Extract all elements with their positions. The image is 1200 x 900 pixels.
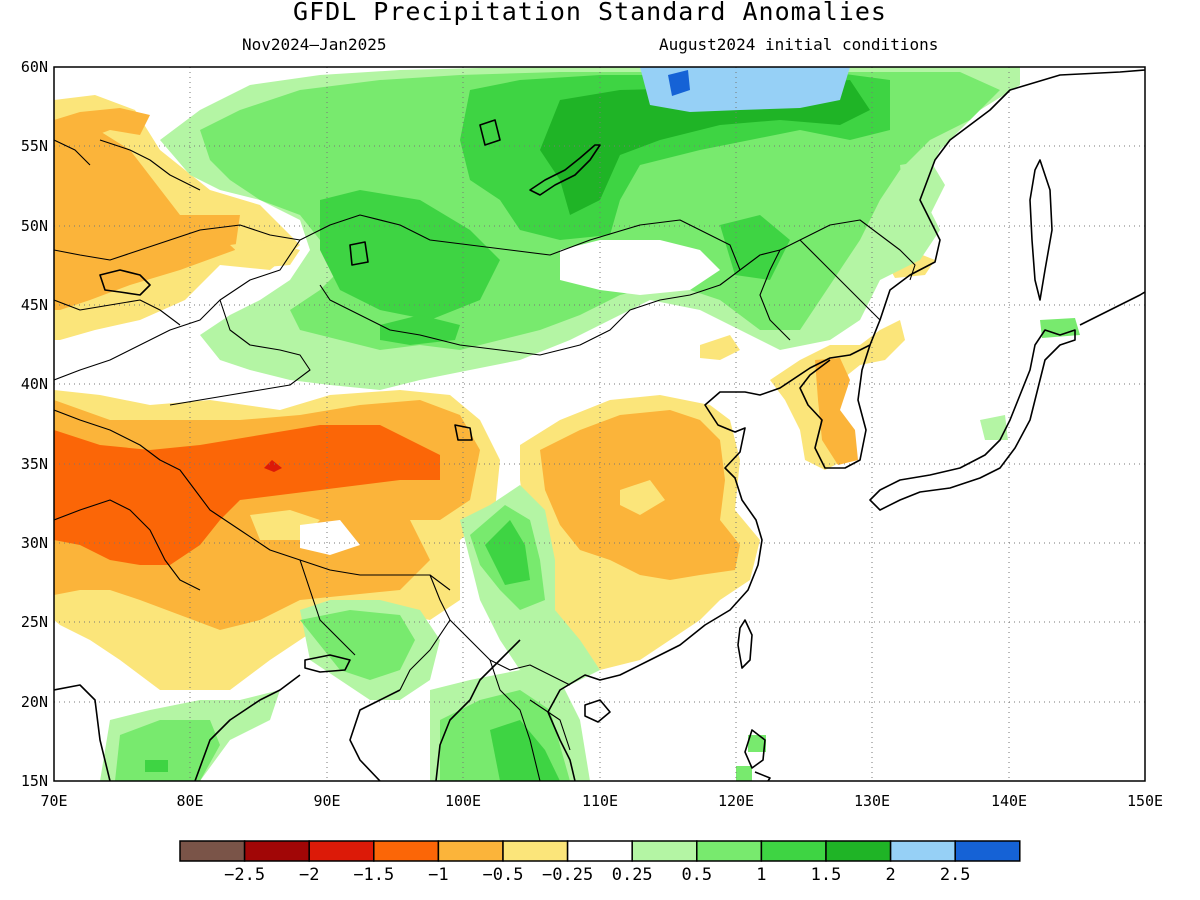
colorbar-swatch (243, 840, 310, 862)
colorbar: −2.5 −2 −1.5 −1 −0.5 −0.25 0.25 0.5 1 1.5 2 2.5 (179, 840, 1021, 885)
colorbar-swatch (502, 840, 569, 862)
colorbar-label: 0.5 (681, 865, 712, 885)
colorbar-label: −2 (299, 865, 319, 885)
lon-label: 70E (40, 792, 67, 810)
lat-label: 15N (21, 772, 48, 790)
lat-label: 35N (21, 455, 48, 473)
colorbar-label: 1 (756, 865, 766, 885)
colorbar-label: −0.25 (542, 865, 593, 885)
colorbar-swatch (373, 840, 440, 862)
colorbar-label: −1.5 (353, 865, 394, 885)
colorbar-label: 0.25 (612, 865, 653, 885)
colorbar-label: 2.5 (940, 865, 971, 885)
forecast-period: Nov2024–Jan2025 (242, 35, 387, 54)
colorbar-swatch (308, 840, 375, 862)
lon-label: 90E (313, 792, 340, 810)
colorbar-swatch (954, 840, 1021, 862)
longitude-labels: 70E 80E 90E 100E 110E 120E 130E 140E 150… (40, 792, 1163, 810)
colorbar-swatch (631, 840, 698, 862)
lon-label: 150E (1127, 792, 1163, 810)
colorbar-label: −0.5 (483, 865, 524, 885)
colorbar-swatch (889, 840, 956, 862)
initial-conditions: August2024 initial conditions (659, 35, 938, 54)
lat-label: 30N (21, 534, 48, 552)
latitude-labels: 15N 20N 25N 30N 35N 40N 45N 50N 55N 60N (21, 58, 48, 790)
colorbar-label: 1.5 (811, 865, 842, 885)
map-title: GFDL Precipitation Standard Anomalies (293, 0, 887, 26)
colorbar-label: 2 (885, 865, 895, 885)
lon-label: 130E (854, 792, 890, 810)
colorbar-label: −1 (428, 865, 448, 885)
colorbar-swatch (437, 840, 504, 862)
colorbar-swatch (760, 840, 827, 862)
lon-label: 80E (176, 792, 203, 810)
lon-label: 110E (582, 792, 618, 810)
coastlines-borders (54, 69, 1145, 781)
colorbar-swatch (825, 840, 892, 862)
lat-label: 60N (21, 58, 48, 76)
lon-label: 100E (445, 792, 481, 810)
lon-label: 140E (991, 792, 1027, 810)
map-frame (53, 66, 1146, 782)
map-panel (54, 67, 1145, 781)
lat-label: 40N (21, 375, 48, 393)
colorbar-label: −2.5 (224, 865, 265, 885)
colorbar-swatch (696, 840, 763, 862)
lat-label: 20N (21, 693, 48, 711)
lat-label: 45N (21, 296, 48, 314)
colorbar-swatch (566, 840, 633, 862)
colorbar-swatch (179, 840, 246, 862)
lat-label: 55N (21, 137, 48, 155)
lat-label: 25N (21, 613, 48, 631)
lat-label: 50N (21, 217, 48, 235)
lon-label: 120E (718, 792, 754, 810)
